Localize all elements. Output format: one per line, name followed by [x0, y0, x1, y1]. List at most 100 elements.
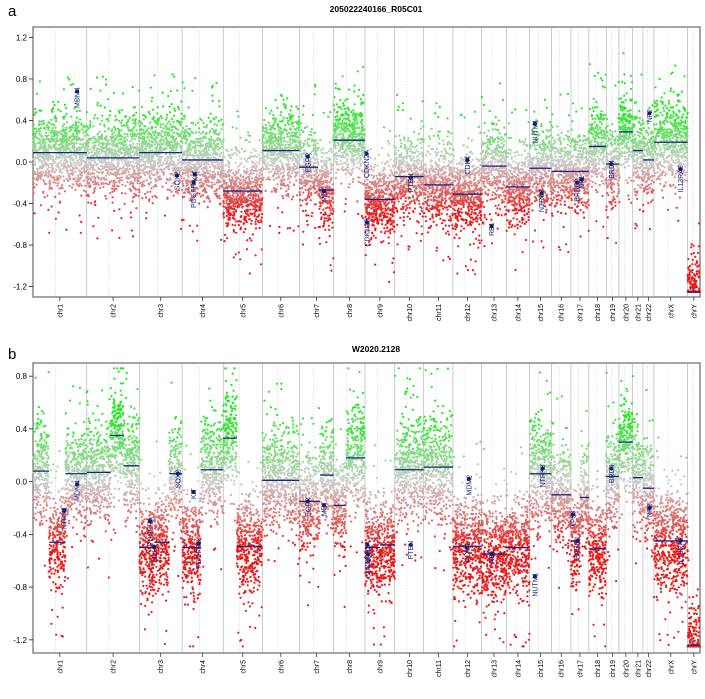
panel-a-probe-point	[136, 167, 139, 170]
panel-a-probe-point	[94, 186, 97, 189]
panel-a-probe-point	[137, 122, 140, 125]
panel-a-probe-point	[101, 144, 104, 147]
panel-a-probe-point	[183, 117, 186, 120]
panel-a-probe-point	[78, 137, 81, 140]
panel-a-probe-point	[273, 147, 276, 150]
panel-a-probe-point	[328, 217, 331, 220]
panel-a-probe-point	[40, 156, 43, 159]
panel-a-probe-point	[205, 150, 208, 153]
panel-a-probe-point	[159, 126, 162, 129]
panel-a-probe-point	[92, 147, 95, 150]
panel-a-probe-point	[357, 95, 360, 98]
panel-a-probe-point	[325, 241, 328, 244]
panel-a-probe-point	[168, 153, 171, 156]
panel-a-probe-point	[148, 147, 151, 150]
panel-a-probe-point	[156, 172, 159, 175]
panel-a-probe-point	[253, 185, 256, 188]
panel-a-probe-point	[252, 172, 255, 175]
panel-a-probe-point	[167, 94, 170, 98]
panel-a-probe-point	[153, 119, 156, 122]
panel-a-probe-point	[136, 142, 139, 145]
panel-a-probe-point	[82, 131, 85, 134]
panel-a-probe-point	[135, 111, 138, 114]
panel-a-probe-point	[138, 191, 141, 194]
panel-a-probe-point	[55, 117, 58, 120]
panel-a-probe-point	[198, 202, 201, 205]
panel-a-probe-point	[79, 118, 82, 121]
panel-a-probe-point	[287, 192, 290, 196]
panel-a-probe-point	[277, 166, 280, 169]
panel-a-probe-point	[203, 200, 206, 203]
panel-a-probe-point	[235, 148, 238, 151]
panel-a-probe-point	[62, 137, 65, 141]
panel-a-probe-point	[201, 156, 204, 159]
panel-a-probe-point	[287, 174, 290, 177]
panel-a-probe-point	[234, 184, 237, 187]
panel-a-probe-point	[110, 161, 113, 164]
panel-a-probe-point	[96, 101, 99, 104]
panel-a-probe-point	[245, 248, 249, 251]
panel-a-probe-point	[183, 191, 186, 194]
panel-a-probe-point	[254, 149, 257, 153]
panel-a-probe-point	[41, 122, 45, 125]
panel-a-probe-point	[330, 212, 333, 215]
panel-a-probe-point	[286, 141, 289, 144]
panel-a-probe-point	[111, 190, 114, 193]
panel-a-probe-point	[142, 129, 145, 132]
panel-a-probe-point	[183, 161, 186, 164]
panel-a-probe-point	[191, 140, 194, 143]
panel-a-probe-point	[49, 179, 52, 182]
panel-a-probe-point	[141, 148, 144, 151]
panel-a-probe-point	[296, 126, 299, 130]
panel-a-probe-point	[54, 115, 57, 118]
panel-a-probe-point	[289, 109, 292, 112]
panel-a-probe-point	[140, 144, 143, 147]
panel-a-probe-point	[305, 219, 309, 223]
panel-a-probe-point	[79, 231, 82, 234]
panel-a-probe-point	[92, 149, 95, 152]
panel-a-probe-point	[58, 187, 61, 190]
panel-a-probe-point	[205, 147, 208, 150]
panel-a-probe-point	[294, 146, 297, 149]
panel-a-probe-point	[109, 192, 112, 195]
panel-a-probe-point	[227, 211, 231, 214]
panel-a-probe-point	[312, 147, 315, 150]
panel-a-probe-point	[102, 185, 105, 189]
panel-a-probe-point	[35, 183, 38, 186]
panel-a-probe-point	[76, 180, 79, 183]
panel-a-probe-point	[95, 183, 98, 186]
panel-a-probe-point	[299, 198, 302, 201]
panel-a-probe-point	[157, 134, 160, 137]
panel-a-probe-point	[292, 154, 295, 157]
panel-a-probe-point	[136, 163, 139, 166]
panel-a-probe-point	[149, 190, 152, 193]
panel-a-probe-point	[264, 123, 267, 127]
panel-a-probe-point	[225, 225, 229, 228]
panel-a-probe-point	[184, 179, 187, 182]
panel-a-probe-point	[312, 155, 315, 158]
panel-a-probe-point	[300, 129, 303, 132]
panel-a-probe-point	[71, 134, 74, 137]
panel-a-probe-point	[244, 212, 247, 215]
panel-a-probe-point	[153, 143, 156, 146]
panel-a-probe-point	[257, 199, 261, 202]
panel-a-probe-point	[144, 147, 147, 150]
panel-a-probe-point	[320, 149, 323, 152]
panel-a-probe-point	[166, 179, 169, 182]
panel-a-probe-point	[288, 131, 291, 134]
panel-a-probe-point	[307, 192, 310, 195]
panel-a-probe-point	[149, 86, 152, 89]
panel-a-probe-point	[95, 170, 98, 173]
panel-a-probe-point	[231, 126, 234, 129]
panel-a-probe-point	[39, 204, 43, 207]
panel-a-probe-point	[86, 154, 89, 157]
panel-a-probe-point	[177, 158, 180, 161]
panel-a-probe-point	[258, 174, 261, 177]
panel-a-probe-point	[326, 181, 329, 184]
panel-a-probe-point	[168, 120, 171, 123]
panel-a-probe-point	[32, 161, 35, 164]
panel-a-probe-point	[148, 198, 151, 201]
panel-a-probe-point	[71, 186, 74, 189]
panel-a-probe-point	[280, 120, 284, 123]
panel-a-probe-point	[172, 166, 175, 169]
